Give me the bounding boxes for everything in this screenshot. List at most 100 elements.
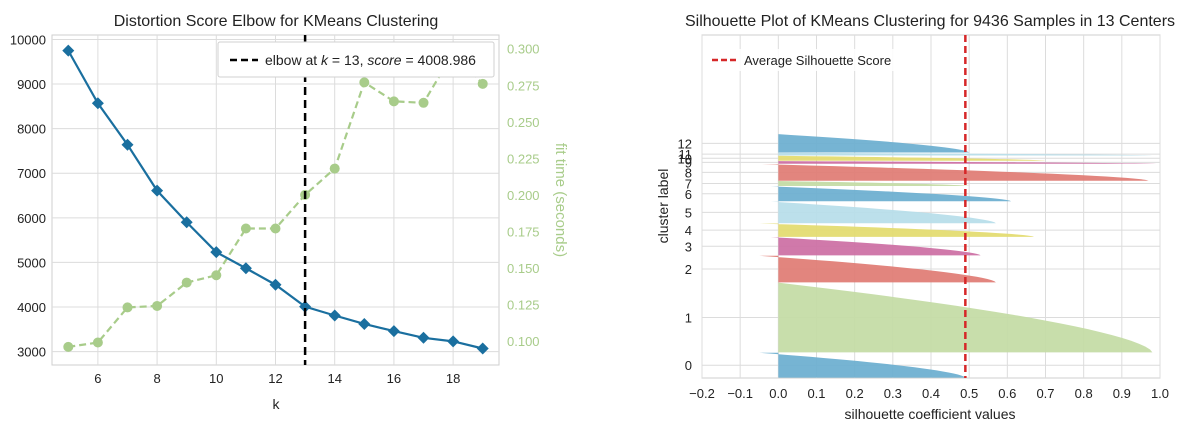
silhouette-x-tick-label: 0.8: [1075, 386, 1093, 401]
silhouette-cluster-label: 0: [685, 358, 692, 373]
distortion-point: [476, 342, 489, 355]
elbow-y2-tick-label: 0.200: [507, 188, 540, 203]
distortion-point: [210, 246, 223, 259]
elbow-y-tick-label: 4000: [17, 300, 46, 315]
silhouette-chart-title: Silhouette Plot of KMeans Clustering for…: [685, 13, 1175, 30]
fit-time-point: [240, 223, 251, 234]
distortion-point: [447, 335, 460, 348]
elbow-y-tick-labels: 3000 4000 5000 6000 7000 8000 9000 10000: [10, 32, 46, 359]
elbow-y-tick-label: 5000: [17, 255, 46, 270]
elbow-y-tick-label: 6000: [17, 211, 46, 226]
silhouette-cluster-label: 11: [679, 147, 693, 162]
elbow-legend-k: k: [321, 52, 329, 68]
silhouette-x-tick-label: 0.5: [960, 386, 978, 401]
elbow-x-tick-label: 12: [268, 371, 282, 386]
elbow-x-axis-label: k: [273, 396, 281, 412]
silhouette-cluster-label: 2: [685, 262, 692, 277]
elbow-legend-prefix: elbow at: [265, 52, 321, 68]
fit-time-point: [329, 163, 340, 174]
elbow-y-tick-label: 10000: [10, 32, 46, 47]
distortion-point: [62, 44, 75, 57]
distortion-point: [151, 184, 164, 197]
silhouette-x-tick-label: 0.9: [1113, 386, 1131, 401]
silhouette-y-axis-label: cluster label: [655, 169, 671, 244]
silhouette-cluster-2: [759, 255, 996, 283]
elbow-y2-tick-label: 0.150: [507, 261, 540, 276]
elbow-y2-tick-label: 0.100: [507, 334, 540, 349]
silhouette-cluster-label: 3: [685, 239, 692, 254]
silhouette-x-tick-label: 0.2: [846, 386, 864, 401]
fit-time-point: [359, 77, 370, 88]
silhouette-legend-box: [706, 49, 918, 71]
distortion-series: [62, 44, 489, 355]
distortion-point: [299, 300, 312, 313]
silhouette-cluster-8: [759, 164, 1149, 181]
elbow-x-tick-label: 10: [209, 371, 223, 386]
silhouette-cluster-label: 4: [685, 223, 692, 238]
fit-time-point: [152, 300, 163, 311]
silhouette-cluster-12: [778, 134, 970, 153]
silhouette-cluster-label: 7: [685, 177, 692, 192]
elbow-y2-tick-labels: 0.100 0.125 0.150 0.175 0.200 0.225 0.250 0.275…: [507, 42, 540, 349]
silhouette-x-tick-label: 0.6: [998, 386, 1016, 401]
elbow-y2-tick-label: 0.225: [507, 151, 540, 166]
fit-time-point: [211, 270, 222, 281]
elbow-legend-eq1: = 13,: [328, 52, 367, 68]
elbow-y2-tick-label: 0.275: [507, 78, 540, 93]
fit-time-point: [122, 302, 133, 313]
silhouette-cluster-label: 9: [685, 155, 692, 170]
silhouette-x-tick-label: 0.0: [769, 386, 787, 401]
distortion-point: [239, 262, 252, 275]
distortion-point: [269, 278, 282, 291]
silhouette-cluster-label: 6: [685, 187, 692, 202]
elbow-legend-score-word: score: [367, 52, 401, 68]
silhouette-x-tick-label: 0.1: [807, 386, 825, 401]
silhouette-cluster-label: 5: [685, 205, 692, 220]
silhouette-cluster-10: [778, 155, 1046, 161]
silhouette-x-tick-labels: −0.2 −0.1 0.0 0.1 0.2 0.3 0.4 0.5 0.6 0.7 0.8 0.9 1.…: [689, 386, 1169, 401]
elbow-chart-title: Distortion Score Elbow for KMeans Cluste…: [114, 13, 439, 30]
fit-time-point: [63, 341, 74, 352]
fit-time-point: [92, 337, 103, 348]
fit-time-point: [477, 78, 488, 89]
elbow-y2-tick-label: 0.300: [507, 42, 540, 57]
elbow-legend-eq2: = 4008.986: [402, 52, 477, 68]
fit-time-point: [270, 223, 281, 234]
silhouette-x-tick-label: −0.2: [689, 386, 715, 401]
elbow-x-tick-label: 14: [327, 371, 341, 386]
silhouette-x-tick-label: 1.0: [1151, 386, 1169, 401]
distortion-point: [328, 309, 341, 322]
elbow-x-tick-label: 16: [387, 371, 401, 386]
silhouette-x-tick-label: 0.4: [922, 386, 940, 401]
elbow-y-tick-label: 9000: [17, 77, 46, 92]
silhouette-cluster-0: [759, 352, 966, 378]
fit-time-point: [181, 277, 192, 288]
elbow-y-tick-label: 7000: [17, 166, 46, 181]
silhouette-cluster-5: [770, 201, 996, 224]
silhouette-legend-label: Average Silhouette Score: [744, 53, 891, 68]
silhouette-x-tick-label: 0.7: [1036, 386, 1054, 401]
fit-time-series: [63, 48, 488, 352]
silhouette-cluster-label: 10: [678, 151, 692, 166]
silhouette-x-tick-label: 0.3: [884, 386, 902, 401]
distortion-point: [121, 138, 134, 151]
distortion-point: [91, 97, 104, 110]
distortion-point: [417, 331, 430, 344]
silhouette-cluster-9: [778, 161, 1157, 164]
distortion-point: [358, 317, 371, 330]
elbow-legend-box: [217, 41, 495, 78]
elbow-x-tick-label: 8: [153, 371, 160, 386]
silhouette-cluster-label: 12: [678, 136, 692, 151]
elbow-y-tick-label: 3000: [17, 345, 46, 360]
elbow-legend: elbow at k = 13, score = 4008.986: [217, 41, 495, 78]
elbow-y2-axis-label: fit time (seconds): [552, 143, 569, 257]
elbow-x-tick-label: 6: [94, 371, 101, 386]
silhouette-chart: Silhouette Plot of KMeans Clustering for…: [655, 13, 1175, 422]
elbow-legend-label: elbow at k = 13, score = 4008.986: [265, 52, 476, 68]
elbow-x-tick-labels: 6 8 10 12 14 16 18: [94, 371, 460, 386]
silhouette-cluster-7: [778, 181, 970, 187]
elbow-y-tick-label: 8000: [17, 122, 46, 137]
silhouette-cluster-1: [778, 282, 1153, 353]
